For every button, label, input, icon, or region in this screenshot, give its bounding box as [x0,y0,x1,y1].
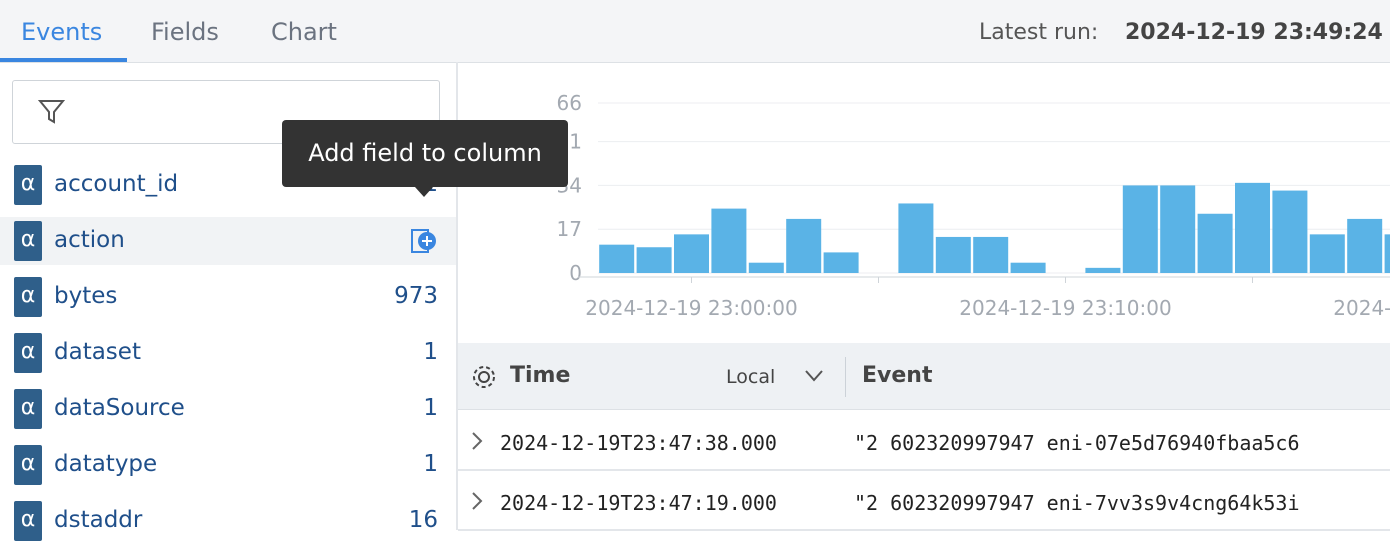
bar [1309,234,1345,273]
type-badge: α [14,501,42,541]
table-header: Time Local Event [458,343,1390,410]
bar [1085,267,1121,273]
field-count: 973 [394,283,438,309]
table-row[interactable]: 2024-12-19T23:47:19.000 "2 602320997947 e… [458,471,1390,531]
bar [674,234,709,273]
type-badge: α [14,221,42,261]
x-tick-label: 2024-12-19 23:20:00 [1333,296,1390,320]
field-count: 16 [408,507,438,533]
bar [1010,262,1046,273]
field-name: dstaddr [54,507,143,533]
bar [786,218,822,273]
active-tab-underline [0,58,127,62]
cell-time: 2024-12-19T23:47:38.000 [500,431,777,455]
cell-time: 2024-12-19T23:47:19.000 [500,491,777,515]
tab[interactable]: Fields [151,18,219,46]
tab[interactable]: Chart [271,18,337,46]
bar [1160,185,1196,273]
field-name: dataSource [54,395,185,421]
bar [1384,234,1390,273]
bar [823,252,859,273]
field-name: action [54,227,125,253]
bar [636,247,672,273]
y-tick-label: 66 [557,91,582,115]
bar [748,262,784,273]
type-badge: α [14,277,42,317]
type-badge: α [14,389,42,429]
bar [1197,213,1233,273]
bar [1347,218,1383,273]
bar [711,208,747,273]
filter-input[interactable] [12,80,440,144]
field-name: bytes [54,283,118,309]
field-row[interactable]: α bytes 973 [0,273,456,321]
bar [1122,185,1158,273]
field-count: 1 [423,451,438,477]
cell-event: "2 602320997947 eni-07e5d76940fbaa5c6 [854,431,1300,455]
settings-icon[interactable] [470,363,498,391]
field-row[interactable]: α dstaddr 16 [0,497,456,545]
field-name: datatype [54,451,158,477]
latest-run-label: Latest run: [979,20,1099,45]
type-badge: α [14,333,42,373]
y-tick-label: 17 [557,217,582,241]
table-row[interactable]: 2024-12-19T23:47:38.000 "2 602320997947 e… [458,411,1390,471]
y-tick-label: 0 [569,261,582,285]
bar [973,236,1009,273]
tooltip: Add field to column [282,120,568,187]
column-divider [845,357,846,397]
top-bar [0,0,1390,63]
chevron-down[interactable] [804,369,824,383]
tab[interactable]: Events [21,18,103,46]
x-tick-label: 2024-12-19 23:00:00 [585,296,797,320]
field-row[interactable]: α datatype 1 [0,441,456,489]
divider [456,62,458,530]
bar [898,203,934,273]
field-count: 1 [423,339,438,365]
filter-icon [37,100,66,124]
bar [1235,182,1270,273]
timezone-select[interactable]: Local [726,366,776,388]
tooltip-arrow [415,187,433,197]
field-count: 1 [423,395,438,421]
type-badge: α [14,165,42,205]
type-badge: α [14,445,42,485]
expand-chevron[interactable] [470,491,484,515]
add-column-icon[interactable] [410,229,438,255]
bar [599,244,635,273]
field-name: account_id [54,171,179,197]
x-tick-label: 2024-12-19 23:10:00 [959,296,1171,320]
field-row[interactable]: α action [0,217,456,265]
field-name: dataset [54,339,141,365]
expand-chevron[interactable] [470,431,484,455]
field-row[interactable]: α dataSource 1 [0,385,456,433]
column-header: Time [510,363,571,388]
cell-event: "2 602320997947 eni-7vv3s9v4cng64k53i [854,491,1300,515]
bar [935,236,971,273]
latest-run-value: 2024-12-19 23:49:24 [1125,20,1383,45]
column-header: Event [862,363,933,388]
field-row[interactable]: α dataset 1 [0,329,456,377]
bar [1272,190,1308,273]
